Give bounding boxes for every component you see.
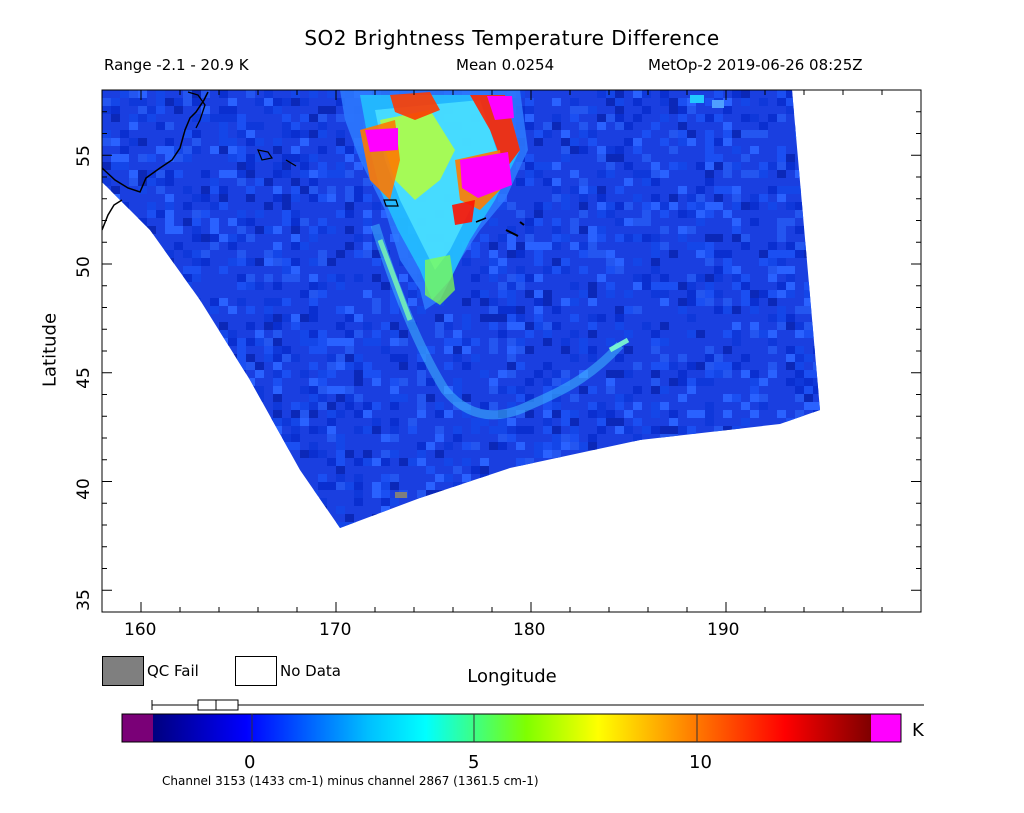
axis-ticks <box>101 89 922 613</box>
colorbar-gradient <box>153 714 871 742</box>
swath-layer <box>102 90 820 528</box>
satellite-time-text: MetOp-2 2019-06-26 08:25Z <box>648 56 863 74</box>
x-tick-label: 180 <box>513 620 546 640</box>
qc-fail-label: QC Fail <box>147 662 199 680</box>
no-data-label: No Data <box>280 662 341 680</box>
x-tick-label: 190 <box>707 620 740 640</box>
colorbar-under <box>122 714 153 742</box>
colorbar-tick-label: 0 <box>244 752 256 773</box>
x-axis-label: Longitude <box>467 666 557 687</box>
colorbar-boxplot <box>197 699 239 711</box>
colorbar <box>121 699 924 743</box>
x-tick-label: 170 <box>319 620 352 640</box>
chart-title: SO2 Brightness Temperature Difference <box>304 26 720 50</box>
qc-fail-pixel <box>395 492 407 498</box>
qc-fail-swatch <box>102 656 144 686</box>
colorbar-unit-label: K <box>912 720 924 741</box>
no-data-swatch <box>235 656 277 686</box>
x-tick-label: 160 <box>124 620 157 640</box>
channel-footer-text: Channel 3153 (1433 cm-1) minus channel 2… <box>162 774 539 788</box>
mean-text: Mean 0.0254 <box>456 56 555 74</box>
colorbar-over <box>871 714 901 742</box>
colorbar-tick-label: 10 <box>689 752 712 773</box>
range-text: Range -2.1 - 20.9 K <box>104 56 249 74</box>
coastline <box>102 91 209 193</box>
so2-plume <box>340 90 724 498</box>
colorbar-tick-label: 5 <box>468 752 480 773</box>
